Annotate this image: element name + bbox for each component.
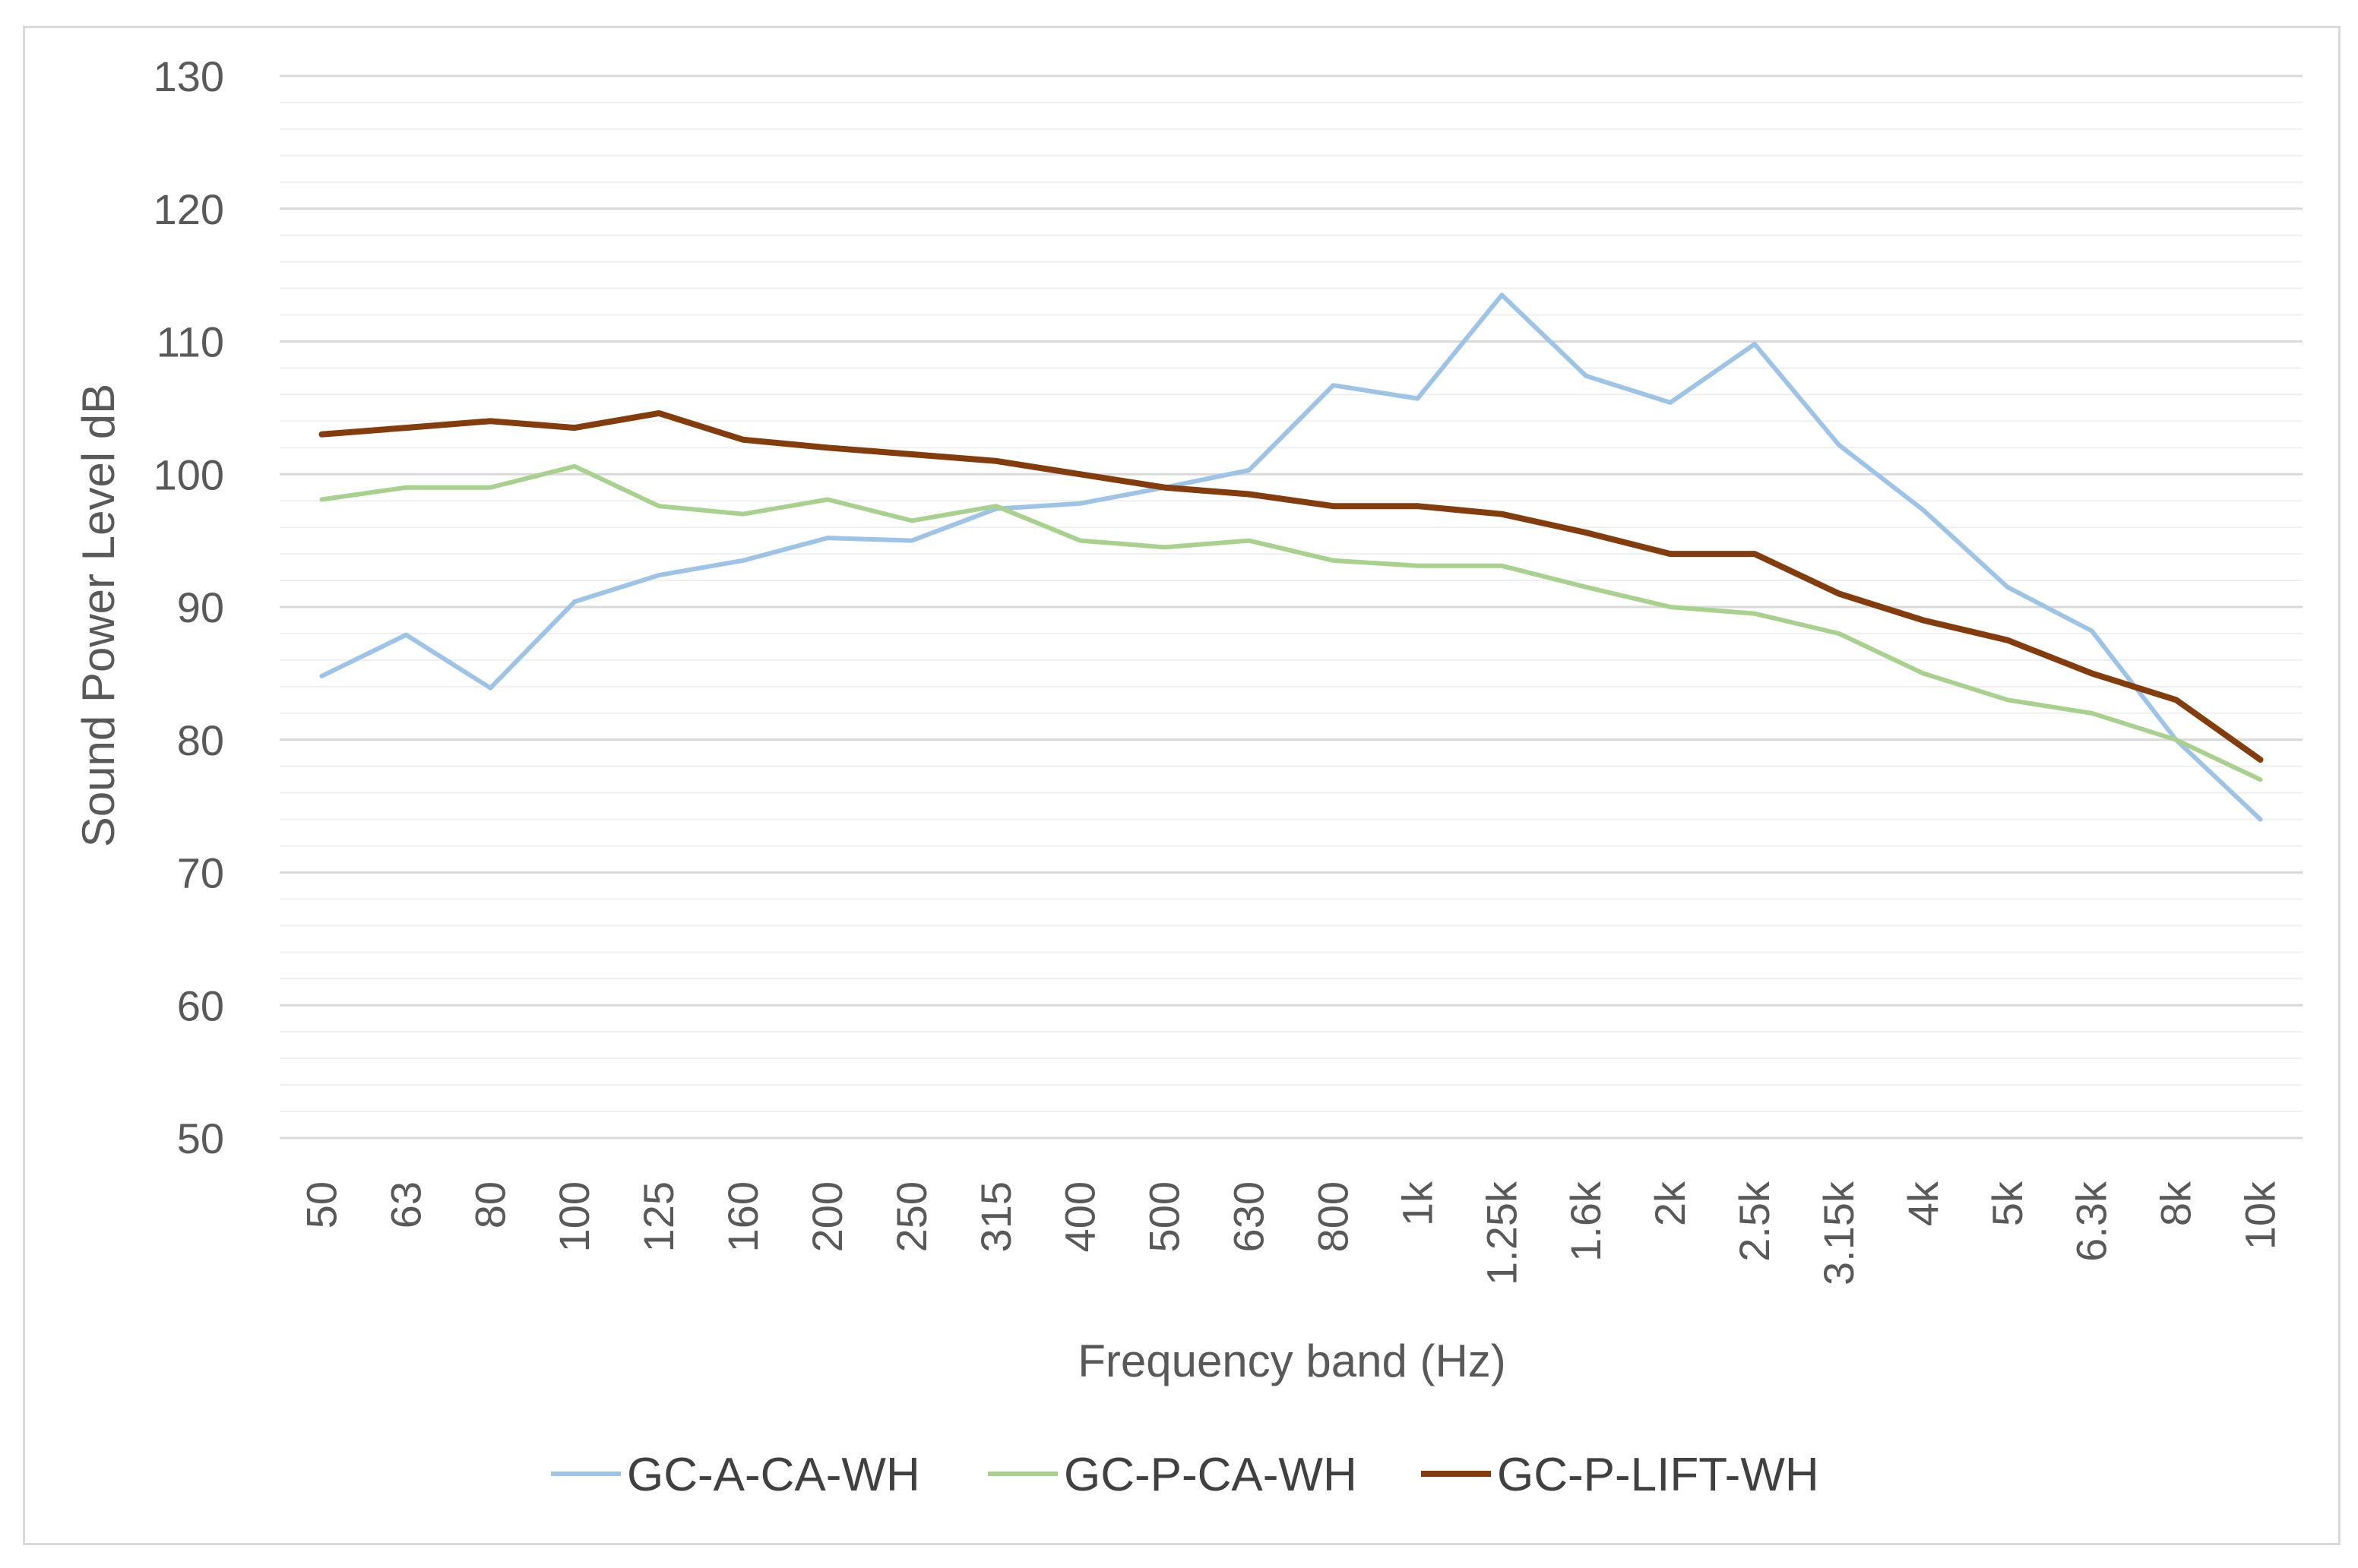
series-line-gc-p-ca-wh	[319, 463, 2263, 782]
legend-label: GC-P-LIFT-WH	[1497, 1449, 1819, 1501]
x-tick-label: 100	[550, 1181, 598, 1252]
y-tick-label: 100	[154, 450, 224, 498]
y-tick-label: 50	[177, 1114, 224, 1162]
x-tick-label: 160	[719, 1181, 767, 1252]
y-axis-title: Sound Power Level dB	[73, 384, 124, 847]
x-tick-label: 8k	[2152, 1181, 2200, 1226]
x-tick-label: 1.25k	[1477, 1181, 1525, 1285]
x-tick-label: 125	[635, 1181, 682, 1252]
x-tick-label: 250	[888, 1181, 935, 1252]
x-tick-label: 315	[972, 1181, 1020, 1252]
grid	[280, 74, 2303, 1140]
y-tick-label: 60	[177, 982, 224, 1029]
x-tick-label: 2.5k	[1730, 1181, 1778, 1262]
legend: GC-A-CA-WH GC-P-CA-WH GC-P-LIFT-WH	[551, 1449, 1819, 1501]
y-tick-label: 90	[177, 583, 224, 631]
chart-frame	[23, 26, 2341, 1545]
x-tick-label: 500	[1141, 1181, 1188, 1252]
x-tick-label: 5k	[1983, 1181, 2031, 1226]
legend-label: GC-P-CA-WH	[1064, 1449, 1357, 1501]
x-axis-title: Frequency band (Hz)	[1078, 1336, 1506, 1386]
x-tick-label: 630	[1225, 1181, 1273, 1252]
x-tick-label: 1k	[1393, 1181, 1441, 1226]
series-lines	[318, 292, 2264, 822]
y-tick-label: 110	[157, 318, 224, 366]
y-tick-label: 130	[154, 52, 224, 100]
y-tick-label: 120	[154, 185, 224, 233]
x-tick-label: 4k	[1899, 1181, 1947, 1226]
y-tick-label: 80	[177, 716, 224, 764]
x-tick-label: 63	[381, 1181, 429, 1228]
series-line-gc-a-ca-wh	[319, 292, 2263, 822]
x-tick-label: 2k	[1646, 1181, 1694, 1226]
y-axis-ticks: 50 60 70 80 90 100 110 120 130	[154, 52, 224, 1162]
x-tick-label: 1.6k	[1562, 1181, 1609, 1262]
x-tick-label: 10k	[2236, 1181, 2284, 1250]
x-tick-label: 50	[297, 1181, 345, 1228]
x-tick-label: 400	[1056, 1181, 1104, 1252]
x-tick-label: 200	[803, 1181, 851, 1252]
x-tick-label: 800	[1309, 1181, 1356, 1252]
x-tick-label: 3.15k	[1815, 1181, 1863, 1285]
x-axis-ticks: 50 63 80 100 125 160 200 250 315 400 500 630 800 1k 1.…	[297, 1181, 2284, 1285]
y-tick-label: 70	[177, 849, 224, 897]
x-tick-label: 6.3k	[2068, 1181, 2116, 1262]
legend-label: GC-A-CA-WH	[627, 1449, 920, 1501]
series-line-gc-p-lift-wh	[318, 409, 2264, 763]
x-tick-label: 80	[466, 1181, 514, 1228]
